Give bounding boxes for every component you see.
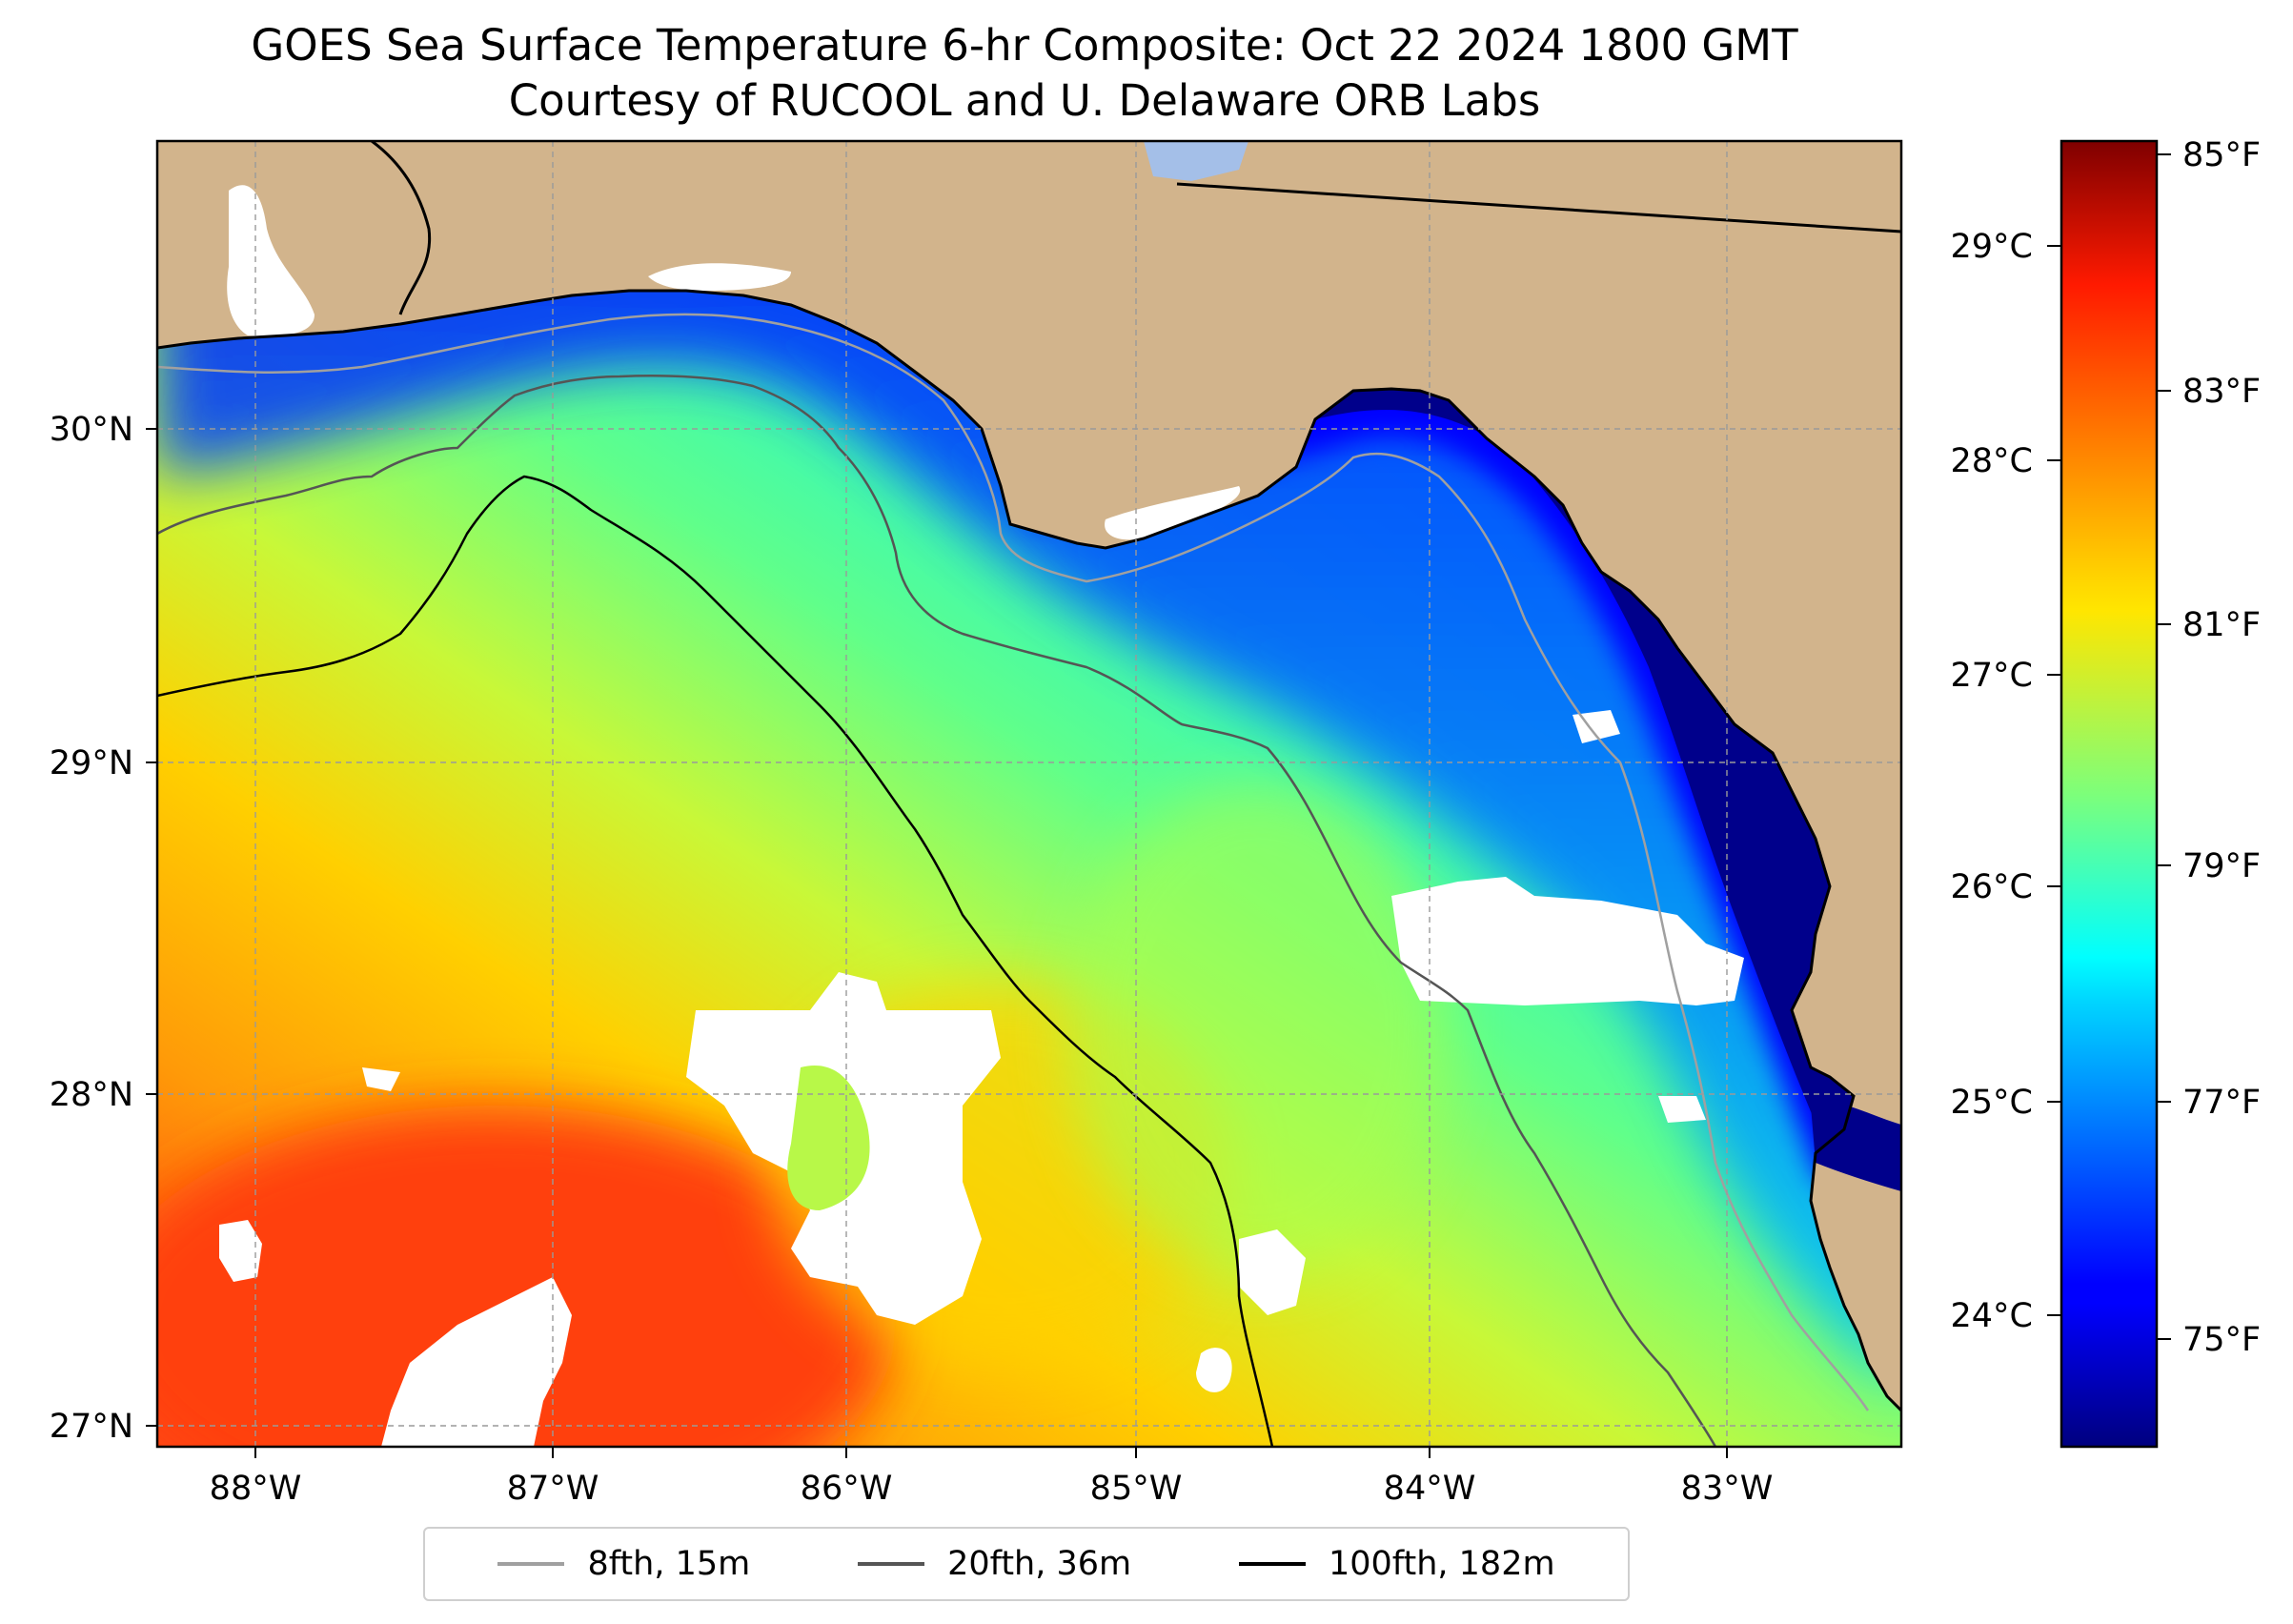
colorbar-ticks [2047,153,2171,1340]
warm-core [157,1106,896,1447]
colorbar-label-85f: 85°F [2182,136,2261,174]
lat-label-28n: 28°N [50,1076,133,1114]
apalachicola-bay [1105,486,1241,540]
cloud-mask [219,710,1744,1447]
contour-legend: 8fth, 15m 20fth, 36m 100fth, 182m [423,1527,1630,1601]
contour-20fth [157,375,1717,1447]
map-subtitle: Courtesy of RUCOOL and U. Delaware ORB L… [508,75,1541,126]
cloud-dot-4 [1658,1096,1706,1123]
bathymetry-contours [157,313,1870,1447]
colorbar-label-25c: 25°C [1951,1084,2033,1122]
mobile-bay [227,185,315,336]
inland-lake [1144,141,1248,181]
cloud-patch-southwest [381,1277,572,1447]
legend-label-8fth: 8fth, 15m [587,1545,751,1583]
clear-gap-in-cloud [787,1066,870,1210]
legend-line-100fth [1238,1562,1306,1566]
lon-label-86w: 86°W [801,1470,893,1508]
tampa-bay [1811,1103,1901,1191]
map-title: GOES Sea Surface Temperature 6-hr Compos… [251,20,1798,71]
legend-item-8fth: 8fth, 15m [497,1545,750,1583]
state-border [1176,182,1902,233]
lon-label-88w: 88°W [210,1470,302,1508]
colorbar [2060,139,2159,1449]
cloud-dot-2 [219,1220,262,1282]
lon-label-84w: 84°W [1384,1470,1476,1508]
legend-item-100fth: 100fth, 182m [1238,1545,1555,1583]
cloud-patch-east [1391,877,1744,1005]
coastal-bay [648,263,791,291]
legend-item-20fth: 20fth, 36m [858,1545,1131,1583]
legend-line-20fth [858,1562,925,1566]
map-frame [155,139,1903,1449]
legend-label-100fth: 100fth, 182m [1328,1545,1555,1583]
colorbar-label-75f: 75°F [2182,1321,2261,1359]
legend-label-20fth: 20fth, 36m [947,1545,1132,1583]
cloud-dot-1 [1196,1348,1232,1392]
lon-label-85w: 85°W [1090,1470,1183,1508]
colorbar-label-27c: 27°C [1951,657,2033,695]
gridlines [157,141,1901,1447]
colorbar-label-26c: 26°C [1951,868,2033,906]
lon-label-87w: 87°W [507,1470,599,1508]
cloud-patch-south [1239,1229,1306,1315]
coastline [157,289,1901,1412]
river-outline [371,141,432,315]
colorbar-label-24c: 24°C [1951,1297,2033,1335]
lon-label-83w: 83°W [1681,1470,1774,1508]
mid-water [1067,782,1449,1277]
legend-line-8fth [497,1562,565,1566]
contour-100fth [157,475,1274,1447]
axis-ticks [146,428,1728,1458]
colorbar-label-83f: 83°F [2182,373,2261,411]
lat-label-27n: 27°N [50,1408,133,1446]
cloud-dot-3 [1573,710,1620,743]
cloud-dot-5 [362,1067,400,1091]
lat-label-29n: 29°N [50,744,133,782]
colorbar-label-28c: 28°C [1951,442,2033,480]
colorbar-label-81f: 81°F [2182,606,2261,644]
lat-label-30n: 30°N [50,411,133,449]
contour-8fth [157,313,1870,1411]
colorbar-label-77f: 77°F [2182,1084,2261,1122]
colorbar-label-29c: 29°C [1951,228,2033,266]
colorbar-label-79f: 79°F [2182,847,2261,885]
